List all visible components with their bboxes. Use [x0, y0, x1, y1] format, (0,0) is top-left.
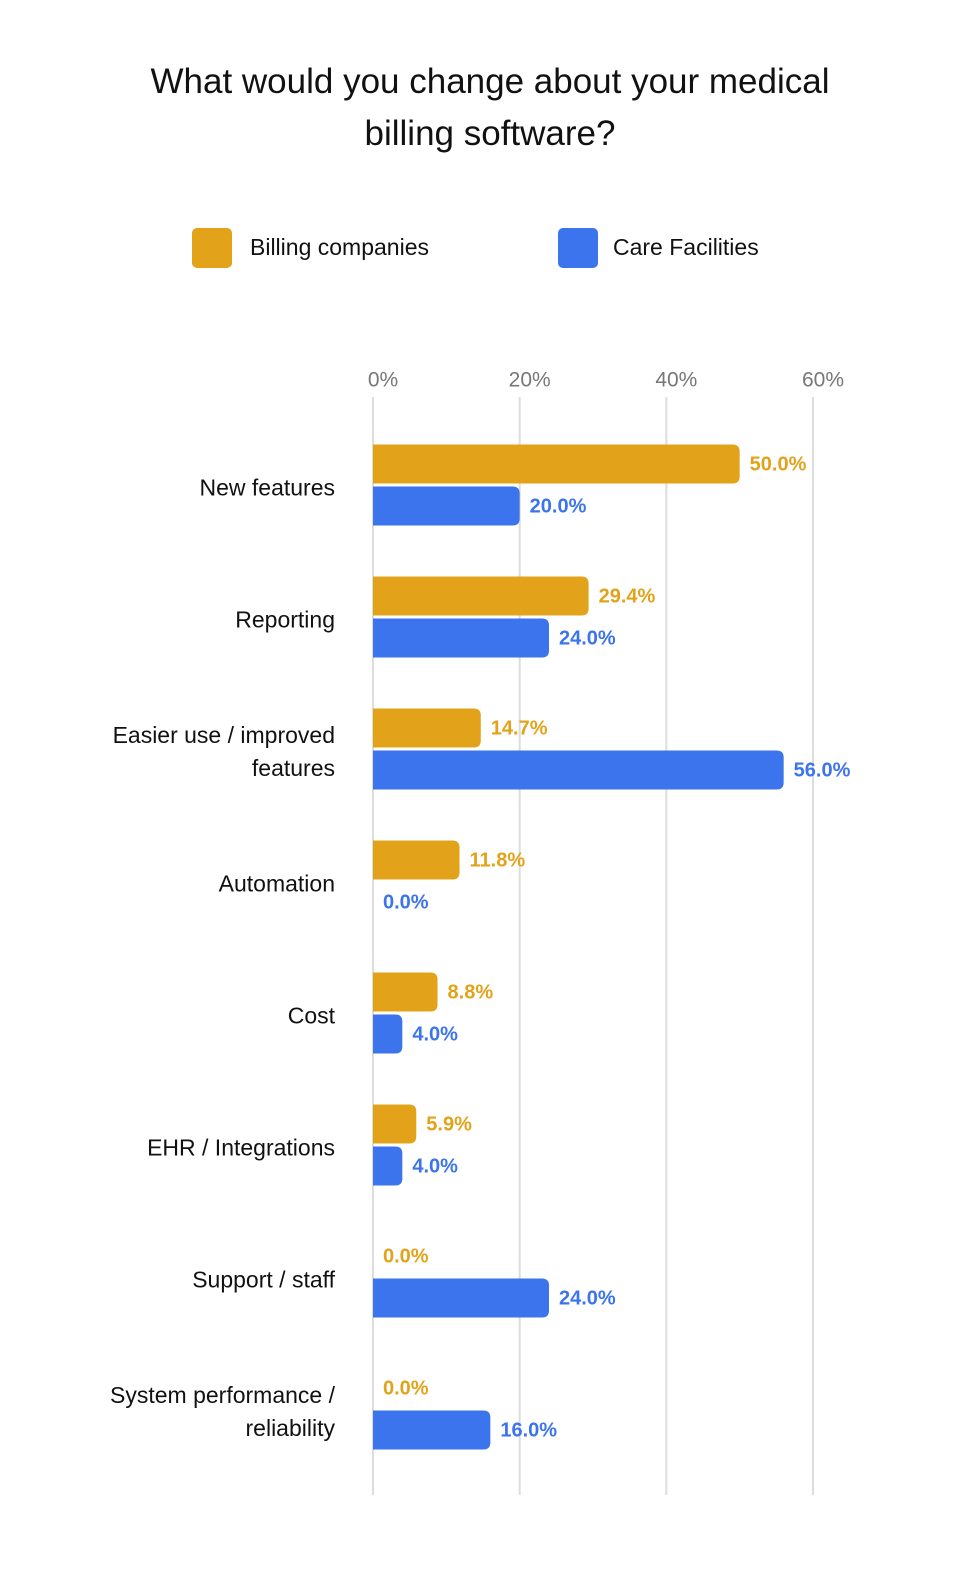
bar — [373, 1104, 417, 1144]
value-label: 4.0% — [412, 1155, 458, 1177]
bar — [373, 1278, 549, 1318]
category-label: New features — [199, 474, 335, 501]
value-label: 14.7% — [491, 717, 548, 739]
x-tick-label: 40% — [655, 369, 697, 392]
value-label: 56.0% — [794, 759, 851, 781]
value-label: 50.0% — [750, 453, 807, 475]
value-label: 11.8% — [470, 849, 526, 871]
legend-swatch — [558, 228, 598, 268]
category-label: Reporting — [235, 606, 335, 633]
category-label: Automation — [218, 870, 335, 897]
value-label: 24.0% — [559, 1287, 616, 1309]
category-label: EHR / Integrations — [147, 1134, 335, 1161]
bar — [373, 486, 520, 526]
legend-label: Care Facilities — [613, 234, 759, 260]
value-label: 20.0% — [530, 495, 587, 517]
category-label: Cost — [287, 1002, 335, 1029]
bar — [373, 444, 740, 484]
value-label: 29.4% — [599, 585, 656, 607]
x-tick-label: 60% — [802, 369, 844, 392]
bar — [373, 972, 438, 1012]
bar — [373, 618, 549, 658]
value-label: 4.0% — [412, 1023, 458, 1045]
legend-swatch — [192, 228, 232, 268]
bar — [373, 708, 481, 748]
bar — [373, 576, 589, 616]
value-label: 5.9% — [426, 1113, 472, 1135]
legend-label: Billing companies — [250, 234, 429, 260]
bar — [373, 840, 460, 880]
value-label: 0.0% — [383, 891, 429, 913]
value-label: 8.8% — [448, 981, 494, 1003]
bar — [373, 1410, 491, 1450]
bar — [373, 750, 784, 790]
bar — [373, 1014, 403, 1054]
chart-title: What would you change about your medical… — [150, 62, 830, 153]
bar — [373, 1146, 403, 1186]
category-label: System performance / reliability — [110, 1382, 335, 1441]
value-label: 24.0% — [559, 627, 616, 649]
x-tick-label: 0% — [368, 369, 398, 392]
category-label: Support / staff — [192, 1266, 335, 1293]
value-label: 0.0% — [383, 1245, 429, 1267]
value-label: 0.0% — [383, 1377, 429, 1399]
value-label: 16.0% — [500, 1419, 557, 1441]
x-tick-label: 20% — [509, 369, 551, 392]
category-label: Easier use / improved features — [112, 722, 335, 781]
